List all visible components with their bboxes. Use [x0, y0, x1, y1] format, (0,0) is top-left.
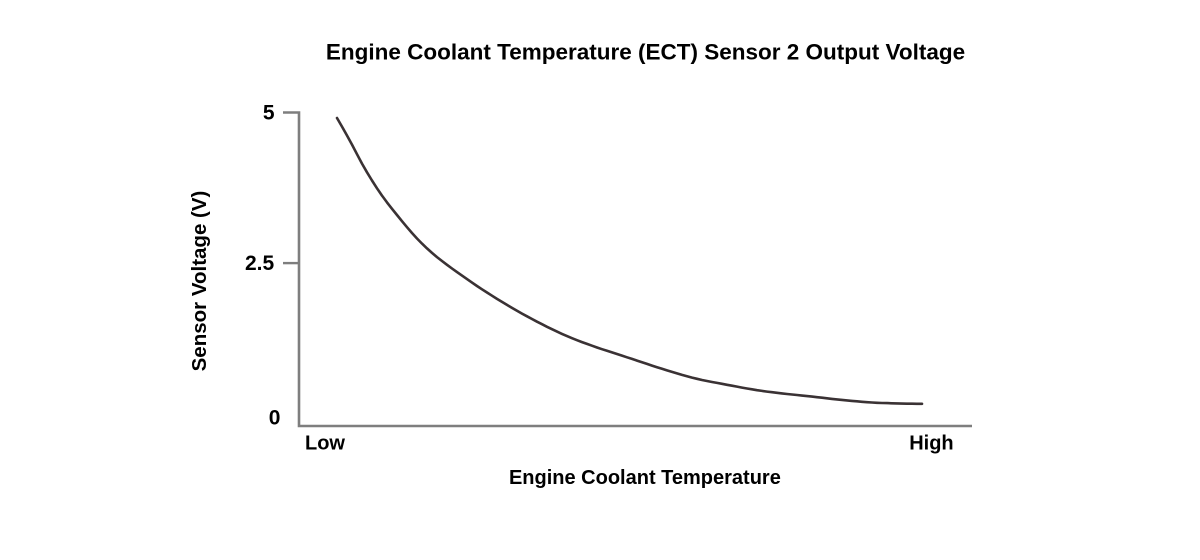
svg-text:Low: Low — [305, 433, 345, 455]
svg-text:2.5: 2.5 — [245, 252, 275, 275]
svg-text:5: 5 — [263, 101, 275, 124]
svg-text:0: 0 — [269, 407, 281, 430]
svg-text:High: High — [909, 433, 953, 455]
svg-text:Sensor Voltage (V): Sensor Voltage (V) — [188, 191, 211, 372]
svg-text:Engine Coolant Temperature: Engine Coolant Temperature — [509, 467, 781, 489]
svg-text:Engine Coolant Temperature (EC: Engine Coolant Temperature (ECT) Sensor … — [326, 40, 965, 65]
